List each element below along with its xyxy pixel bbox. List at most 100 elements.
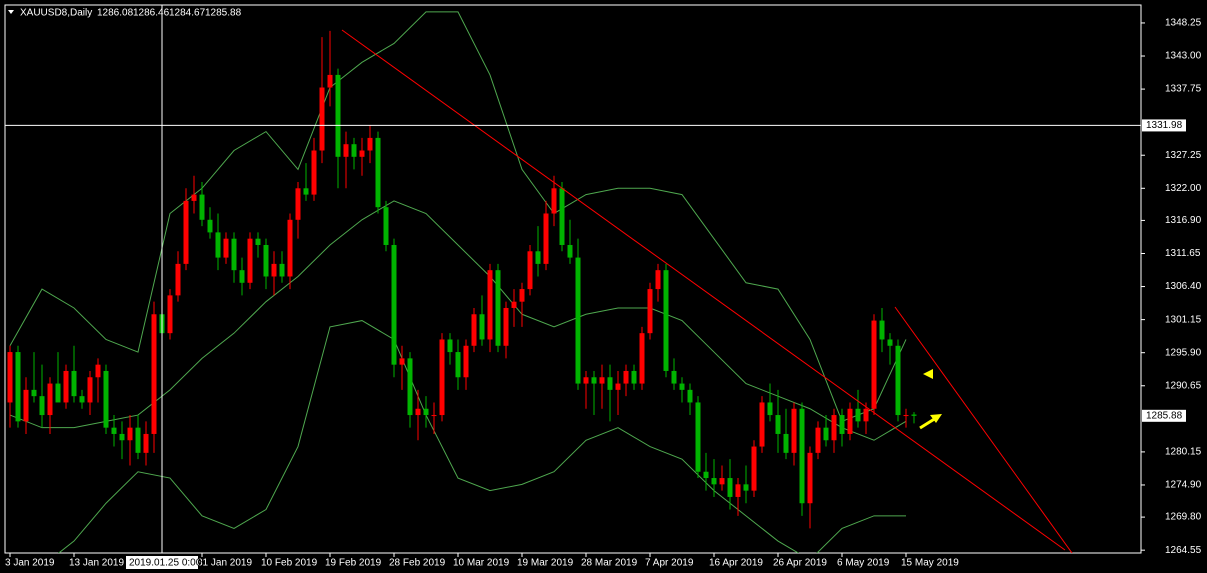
y-tick-label: 1274.90 [1165,480,1202,491]
candle-body [495,270,501,346]
arrow-marker [923,369,933,379]
x-tick-label: 10 Feb 2019 [261,558,318,569]
crosshair-price-box [1142,119,1186,132]
y-tick-label: 1316.90 [1165,215,1202,226]
y-tick-label: 1280.15 [1165,447,1202,458]
candle-body [239,270,245,283]
candle-body [815,427,821,453]
candle-body [191,194,197,201]
candle-body [455,352,461,378]
y-tick-label: 1295.90 [1165,347,1202,358]
candle-body [599,377,605,384]
candle-body [855,408,861,422]
ohlc-value: 1285.88 [205,8,242,19]
candle-body [279,263,285,277]
x-tick-label: 6 May 2019 [837,558,890,569]
candle-body [711,478,717,485]
candle-body [887,339,893,346]
candle-body [95,364,101,378]
arrow-marker [930,414,942,423]
y-tick-label: 1269.80 [1165,512,1202,523]
candle-body [447,339,453,353]
candle-body [671,370,677,384]
trend-line [341,29,1066,551]
candle-body [167,295,173,334]
arrow-marker [919,416,937,430]
candle-body [223,238,229,258]
candle-body [103,370,109,428]
menu-triangle[interactable] [8,10,14,14]
candle-body [271,263,277,277]
candle-body [183,200,189,264]
candle-body [207,219,213,233]
candle-body [655,270,661,290]
plot-frame [4,4,1142,554]
y-tick-label: 1264.55 [1165,545,1202,556]
candle-body [535,251,541,264]
candle-body [559,188,565,245]
bollinger-band [9,200,907,441]
candle-body [215,232,221,258]
candle-body [631,370,637,384]
candle-body [727,478,733,497]
candle-body [63,370,69,403]
candle-body [359,150,365,157]
candle-body [791,408,797,453]
candle-body [639,333,645,384]
candle-body [47,383,53,416]
ohlc-value: 1284.67 [169,8,206,19]
candle-body [463,345,469,378]
x-tick-label: 10 Mar 2019 [453,558,510,569]
bollinger-band [9,11,907,423]
candle-body [863,408,869,422]
candle-body [583,377,589,384]
candle-body [687,389,693,403]
candle-body [127,427,133,441]
candle-body [319,87,325,151]
candle-body [231,238,237,271]
candle-body [847,408,853,434]
candle-body [799,408,805,504]
candle-body [879,320,885,340]
candle-body [135,427,141,453]
candle-body [55,383,61,403]
y-tick-label: 1301.15 [1165,314,1202,325]
candle-body [151,314,157,434]
candle-body [327,74,333,88]
candle-body [895,345,901,416]
candle-body [719,478,725,485]
candle-body [255,238,261,245]
y-tick-label: 1290.65 [1165,380,1202,391]
candle-body [375,137,381,208]
x-tick-label: 19 Mar 2019 [517,558,574,569]
candle-body [807,452,813,504]
candle-body [15,352,21,422]
candle-body [527,251,533,290]
candle-body [439,339,445,416]
candle-body [775,415,781,434]
candle-body [551,188,557,214]
x-tick-label: 26 Apr 2019 [773,558,827,569]
candle-body [615,383,621,390]
ohlc-value: 1286.08 [97,8,134,19]
y-tick-label: 1311.65 [1165,248,1201,259]
ohlc-value: 1286.46 [133,8,170,19]
candle-body [767,402,773,416]
candle-body [175,263,181,296]
y-tick-label: 1327.25 [1165,150,1202,161]
candle-body [823,427,829,441]
y-tick-label: 1322.00 [1165,183,1202,194]
candle-body [311,150,317,195]
candle-body [247,238,253,283]
candle-body [759,402,765,447]
x-tick-label: 7 Apr 2019 [645,558,694,569]
candle-body [911,414,917,416]
last-price: 1285.88 [1146,410,1183,421]
x-tick-label: 16 Apr 2019 [709,558,763,569]
y-tick-label: 1348.25 [1165,18,1202,29]
candle-body [199,194,205,220]
candle-body [391,244,397,365]
candle-body [751,446,757,491]
